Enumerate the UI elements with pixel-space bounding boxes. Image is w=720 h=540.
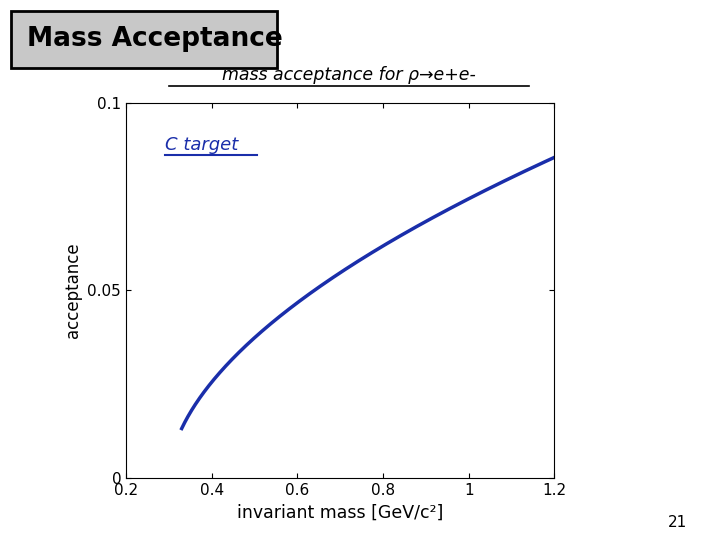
FancyBboxPatch shape xyxy=(11,11,277,68)
Text: mass acceptance for ρ→e+e-: mass acceptance for ρ→e+e- xyxy=(222,66,476,84)
Y-axis label: acceptance: acceptance xyxy=(64,242,82,338)
Text: 21: 21 xyxy=(668,515,688,530)
Text: C target: C target xyxy=(165,137,238,154)
X-axis label: invariant mass [GeV/c²]: invariant mass [GeV/c²] xyxy=(237,503,444,521)
Text: Mass Acceptance: Mass Acceptance xyxy=(27,26,282,52)
